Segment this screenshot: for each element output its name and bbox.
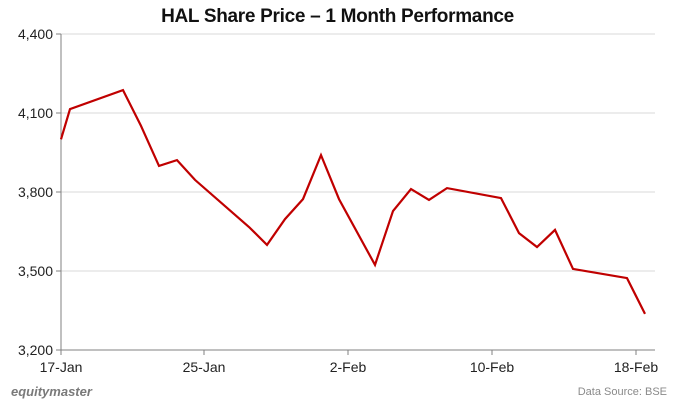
x-axis-labels: 17-Jan 25-Jan 2-Feb 10-Feb 18-Feb <box>40 359 659 375</box>
y-tick-label: 4,400 <box>18 26 53 42</box>
axes <box>56 33 655 355</box>
y-tick-label: 3,500 <box>18 263 53 279</box>
price-line <box>59 88 646 315</box>
y-tick-label: 4,100 <box>18 105 53 121</box>
x-tick-label: 10-Feb <box>470 359 515 375</box>
brand-logo: equitymaster <box>11 384 92 399</box>
data-source: Data Source: BSE <box>577 386 667 398</box>
y-tick-label: 3,800 <box>18 184 53 200</box>
x-tick-label: 25-Jan <box>183 359 226 375</box>
y-axis-labels: 3,200 3,500 3,800 4,100 4,400 <box>18 26 53 358</box>
x-tick-label: 18-Feb <box>614 359 659 375</box>
gridlines <box>61 33 655 272</box>
x-tick-label: 2-Feb <box>330 359 367 375</box>
chart-title: HAL Share Price – 1 Month Performance <box>161 6 514 27</box>
y-tick-label: 3,200 <box>18 342 53 358</box>
x-tick-label: 17-Jan <box>40 359 83 375</box>
